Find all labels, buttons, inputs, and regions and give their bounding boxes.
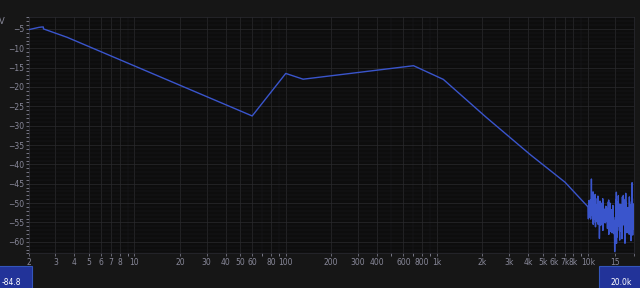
Text: -84.8: -84.8 [1, 278, 20, 287]
Y-axis label: dBV: dBV [0, 17, 6, 26]
Text: 20.0k: 20.0k [611, 278, 632, 287]
